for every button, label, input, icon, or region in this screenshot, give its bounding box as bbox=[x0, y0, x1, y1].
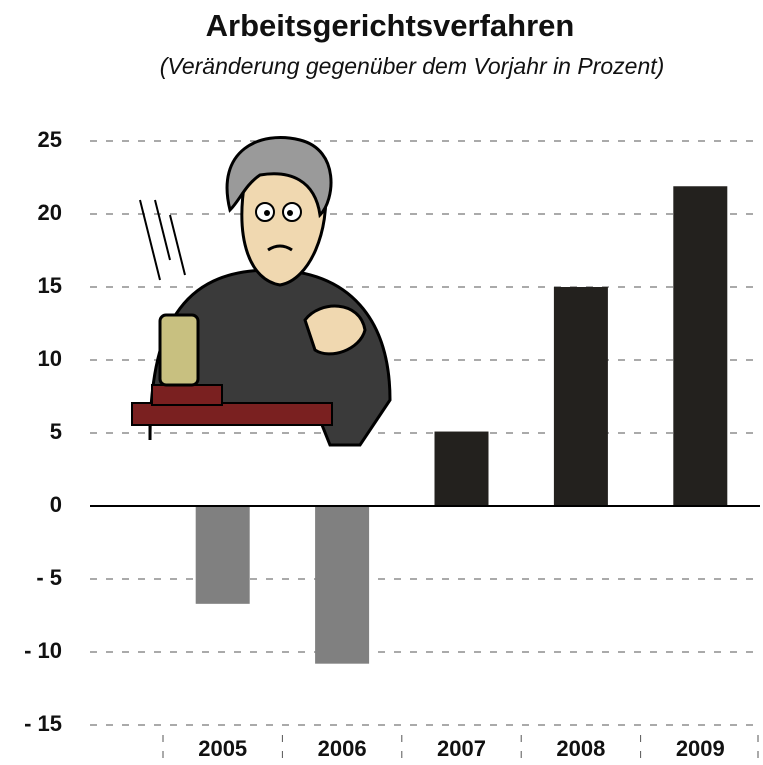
bar bbox=[553, 287, 608, 506]
bars bbox=[195, 186, 728, 664]
x-tick-label: 2009 bbox=[676, 736, 725, 761]
judge-clipart bbox=[131, 136, 392, 447]
x-tick-label: 2007 bbox=[437, 736, 486, 761]
y-tick-label: 0 bbox=[50, 492, 62, 517]
grid bbox=[90, 140, 760, 726]
x-tick-label: 2005 bbox=[198, 736, 247, 761]
y-tick-label: - 10 bbox=[24, 638, 62, 663]
x-tick-label: 2006 bbox=[318, 736, 367, 761]
y-tick-label: 15 bbox=[38, 273, 62, 298]
y-tick-label: - 5 bbox=[36, 565, 62, 590]
y-tick-label: 20 bbox=[38, 200, 62, 225]
bar bbox=[673, 186, 728, 506]
bar bbox=[315, 506, 370, 664]
bar bbox=[434, 431, 489, 506]
bar bbox=[195, 506, 250, 604]
y-tick-label: 25 bbox=[38, 127, 62, 152]
chart-subtitle: (Veränderung gegenüber dem Vorjahr in Pr… bbox=[160, 53, 665, 79]
y-tick-label: 10 bbox=[38, 346, 62, 371]
y-tick-label: 5 bbox=[50, 419, 62, 444]
chart-title: Arbeitsgerichtsverfahren bbox=[206, 8, 575, 43]
x-tick-label: 2008 bbox=[556, 736, 605, 761]
y-tick-label: - 15 bbox=[24, 711, 62, 736]
